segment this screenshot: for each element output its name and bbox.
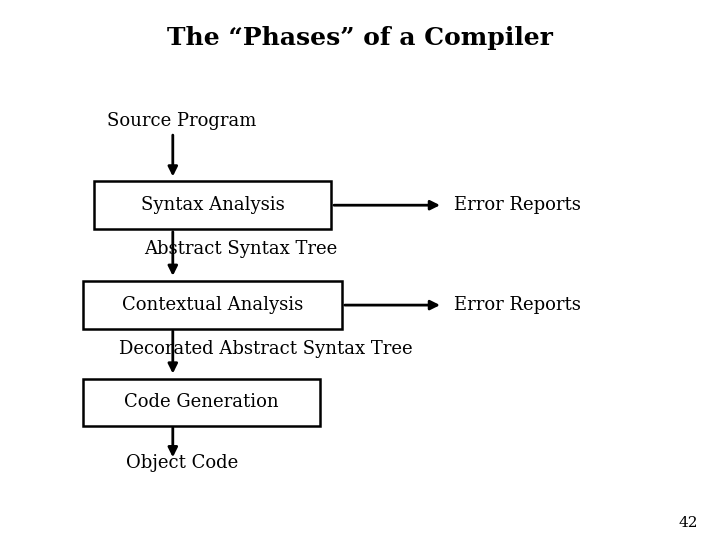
Text: Abstract Syntax Tree: Abstract Syntax Tree [144,240,337,259]
Bar [83,281,342,329]
Bar [94,181,331,229]
Text: Syntax Analysis: Syntax Analysis [140,196,284,214]
Text: Source Program: Source Program [107,112,256,131]
Text: Error Reports: Error Reports [454,296,580,314]
Text: 42: 42 [679,516,698,530]
Text: Code Generation: Code Generation [125,393,279,411]
Text: Error Reports: Error Reports [454,196,580,214]
Text: Decorated Abstract Syntax Tree: Decorated Abstract Syntax Tree [119,340,413,359]
Text: The “Phases” of a Compiler: The “Phases” of a Compiler [167,26,553,50]
Text: Object Code: Object Code [126,454,238,472]
Bar [83,379,320,426]
Text: Contextual Analysis: Contextual Analysis [122,296,303,314]
